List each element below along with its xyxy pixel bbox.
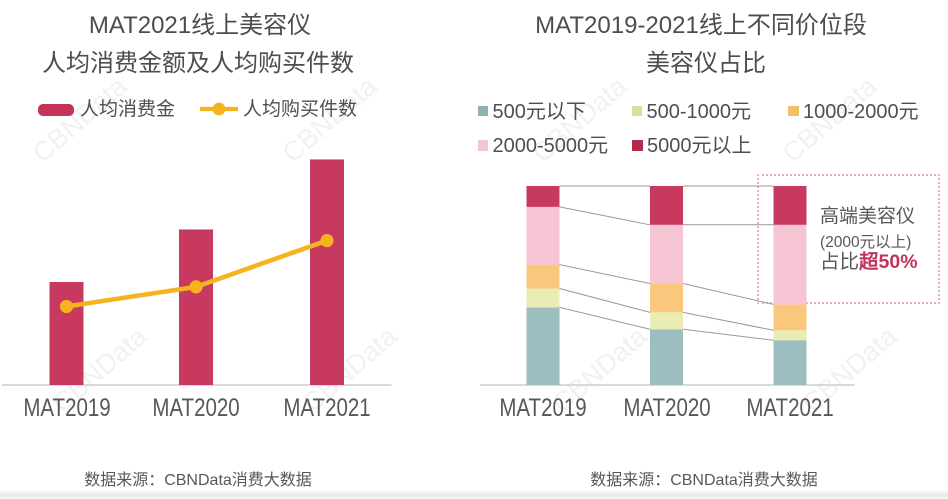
- left-line-marker-MAT2019: [59, 299, 74, 314]
- segment-connector-line: [559, 206, 651, 226]
- x-label-right-MAT2019: MAT2019: [499, 394, 587, 422]
- right-legend-swatch-icon-3: [477, 140, 488, 151]
- segment-connector-line: [559, 264, 651, 284]
- annotation-highlight: 占比超50%: [820, 251, 918, 274]
- right-segment-MAT2021-4: [773, 186, 807, 225]
- left-chart-title-line1: MAT2021线上美容仪: [88, 12, 312, 39]
- left-legend-bar-swatch-icon: [38, 104, 74, 116]
- left-line-marker-MAT2020: [189, 280, 203, 294]
- left-bar-MAT2019: [49, 282, 84, 385]
- right-chart-title-line2: 美容仪占比: [646, 50, 766, 77]
- left-chart-title-line2: 人均消费金额及人均购买件数: [42, 50, 354, 77]
- right-legend-label-3: 2000-5000元: [492, 135, 609, 157]
- x-label-left-MAT2021: MAT2021: [283, 394, 371, 422]
- right-segment-MAT2020-0: [650, 329, 683, 385]
- right-segment-MAT2019-0: [526, 307, 560, 385]
- right-segment-MAT2019-1: [526, 288, 560, 308]
- left-legend-line-label: 人均购买件数: [243, 99, 358, 120]
- segment-connector-line: [682, 328, 774, 341]
- annotation-highlight-value: 超50%: [859, 251, 918, 273]
- annotation-title: 高端美容仪: [820, 206, 916, 227]
- right-segment-MAT2021-1: [773, 330, 807, 341]
- left-bar-MAT2020: [179, 229, 213, 385]
- right-chart-title-line1: MAT2019-2021线上不同价位段: [535, 12, 867, 39]
- segment-connector-line: [682, 311, 774, 331]
- bottom-edge-shade: [0, 490, 948, 499]
- x-label-left-MAT2020: MAT2020: [152, 394, 240, 422]
- right-legend-swatch-icon-2: [788, 105, 799, 116]
- right-legend-label-4: 5000元以上: [647, 135, 752, 157]
- right-segment-MAT2019-2: [526, 264, 560, 289]
- x-label-right-MAT2020: MAT2020: [622, 394, 711, 422]
- segment-connector-line: [682, 283, 774, 305]
- right-legend-swatch-icon-4: [632, 140, 643, 151]
- right-segment-MAT2020-3: [650, 224, 683, 284]
- right-source-note: 数据来源：CBNData消费大数据: [590, 472, 818, 489]
- right-legend-swatch-icon-0: [477, 105, 488, 116]
- left-legend-line-swatch-icon: [200, 102, 238, 116]
- right-legend-label-2: 1000-2000元: [803, 100, 919, 123]
- left-line-marker-MAT2021: [320, 233, 334, 248]
- right-legend-swatch-icon-1: [631, 105, 642, 116]
- annotation-highlight-prefix: 占比: [820, 251, 860, 273]
- x-label-right-MAT2021: MAT2021: [746, 394, 834, 422]
- right-legend-label-0: 500元以下: [492, 100, 586, 123]
- segment-connector-line: [559, 288, 651, 313]
- right-segment-MAT2020-2: [650, 283, 683, 313]
- right-legend-label-1: 500-1000元: [646, 100, 752, 123]
- right-segment-MAT2021-2: [773, 304, 807, 331]
- right-segment-MAT2019-4: [526, 186, 560, 207]
- left-legend-bar-label: 人均消费金: [80, 99, 176, 120]
- right-segment-MAT2021-3: [773, 224, 807, 305]
- right-segment-MAT2020-4: [650, 186, 683, 225]
- x-label-left-MAT2019: MAT2019: [22, 394, 111, 422]
- right-segment-MAT2019-3: [526, 206, 560, 265]
- right-segment-MAT2020-1: [650, 312, 683, 330]
- left-source-note: 数据来源：CBNData消费大数据: [84, 472, 312, 489]
- right-segment-MAT2021-0: [773, 340, 807, 385]
- left-bar-MAT2021: [310, 159, 344, 385]
- annotation-subtitle: (2000元以上): [820, 234, 912, 251]
- segment-connector-line: [559, 306, 651, 330]
- annotation-box: [757, 174, 940, 304]
